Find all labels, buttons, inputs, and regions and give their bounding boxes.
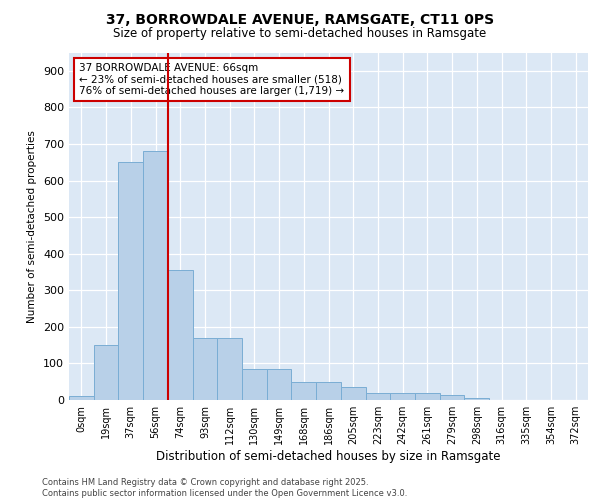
Bar: [415, 392, 440, 400]
Bar: [464, 398, 489, 400]
Bar: [69, 396, 94, 400]
Text: 37, BORROWDALE AVENUE, RAMSGATE, CT11 0PS: 37, BORROWDALE AVENUE, RAMSGATE, CT11 0P…: [106, 12, 494, 26]
Bar: [217, 338, 242, 400]
Bar: [390, 392, 415, 400]
Bar: [292, 382, 316, 400]
Bar: [193, 338, 217, 400]
Bar: [168, 270, 193, 400]
Bar: [94, 345, 118, 400]
Text: Size of property relative to semi-detached houses in Ramsgate: Size of property relative to semi-detach…: [113, 28, 487, 40]
Bar: [440, 394, 464, 400]
Bar: [341, 387, 365, 400]
Bar: [316, 382, 341, 400]
Bar: [242, 369, 267, 400]
Text: 37 BORROWDALE AVENUE: 66sqm
← 23% of semi-detached houses are smaller (518)
76% : 37 BORROWDALE AVENUE: 66sqm ← 23% of sem…: [79, 63, 344, 96]
X-axis label: Distribution of semi-detached houses by size in Ramsgate: Distribution of semi-detached houses by …: [156, 450, 501, 463]
Y-axis label: Number of semi-detached properties: Number of semi-detached properties: [28, 130, 37, 322]
Bar: [143, 152, 168, 400]
Text: Contains HM Land Registry data © Crown copyright and database right 2025.
Contai: Contains HM Land Registry data © Crown c…: [42, 478, 407, 498]
Bar: [267, 369, 292, 400]
Bar: [365, 392, 390, 400]
Bar: [118, 162, 143, 400]
